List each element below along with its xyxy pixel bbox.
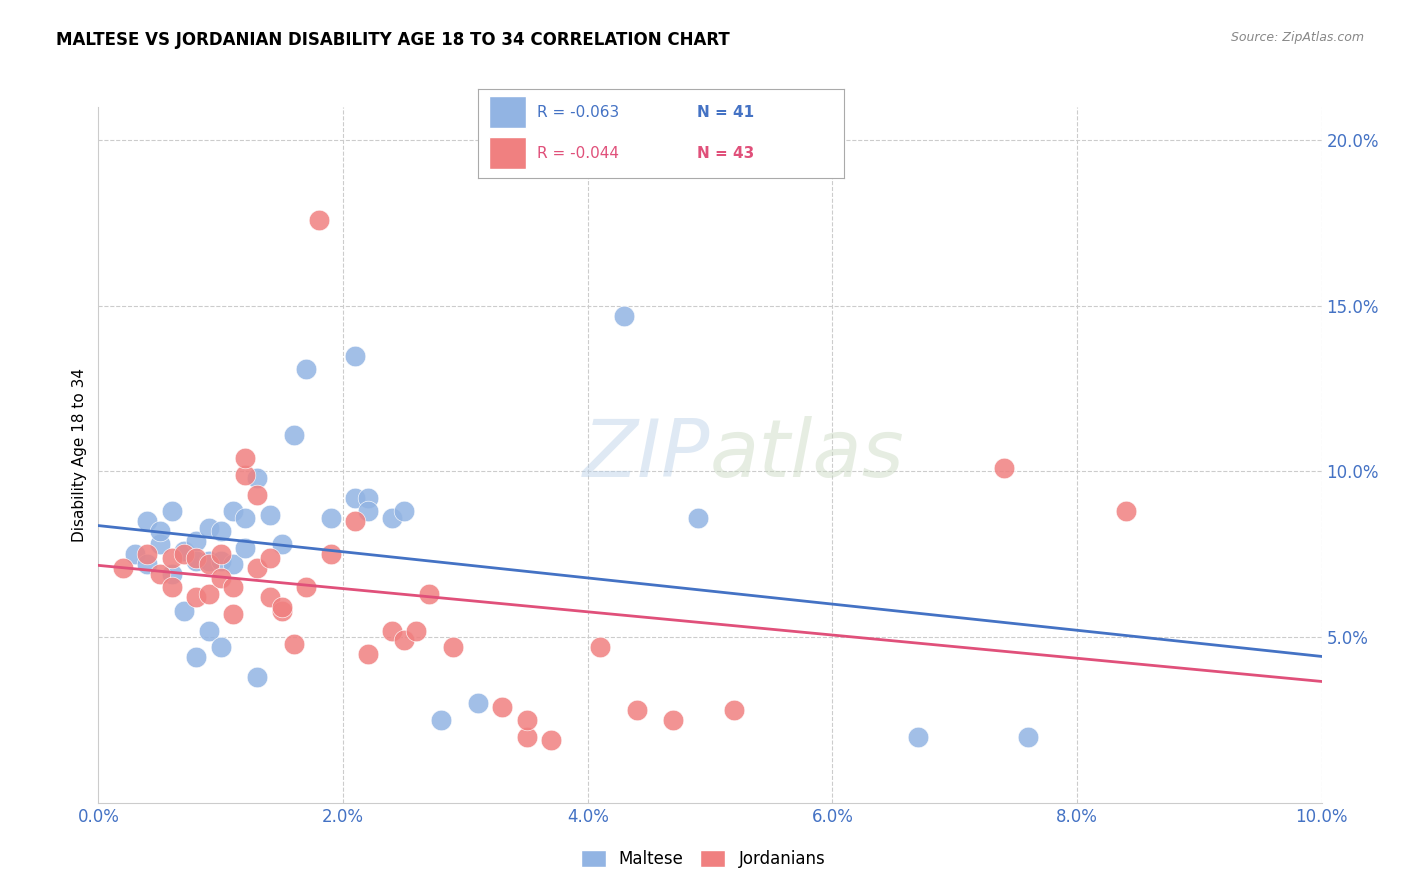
Point [467, 697, 489, 711]
Point [160, 581, 183, 595]
Point [344, 349, 367, 363]
Point [392, 633, 416, 648]
Point [136, 547, 159, 561]
Point [209, 570, 232, 584]
Point [209, 554, 232, 568]
Point [356, 491, 378, 505]
Point [259, 550, 281, 565]
Point [283, 637, 305, 651]
Y-axis label: Disability Age 18 to 34: Disability Age 18 to 34 [72, 368, 87, 542]
Point [209, 547, 232, 561]
Point [295, 581, 318, 595]
Point [124, 547, 146, 561]
Point [222, 607, 245, 621]
Point [589, 640, 612, 654]
Point [430, 713, 453, 727]
Point [491, 699, 513, 714]
Point [613, 309, 636, 323]
Point [259, 508, 281, 522]
Point [270, 537, 292, 551]
Text: N = 43: N = 43 [697, 146, 755, 161]
Point [197, 624, 219, 638]
Point [723, 703, 745, 717]
Point [197, 521, 219, 535]
Point [246, 670, 269, 684]
Point [197, 554, 219, 568]
Point [136, 558, 159, 572]
Point [381, 511, 404, 525]
Point [319, 547, 342, 561]
Point [173, 604, 195, 618]
Point [246, 471, 269, 485]
Point [344, 491, 367, 505]
Point [993, 461, 1015, 475]
Point [186, 550, 208, 565]
Point [149, 567, 172, 582]
Point [222, 558, 245, 572]
Point [283, 428, 305, 442]
Point [233, 541, 256, 555]
FancyBboxPatch shape [489, 96, 526, 128]
Point [907, 730, 929, 744]
Point [686, 511, 709, 525]
Point [1017, 730, 1039, 744]
Text: Source: ZipAtlas.com: Source: ZipAtlas.com [1230, 31, 1364, 45]
Point [186, 534, 208, 549]
FancyBboxPatch shape [489, 137, 526, 169]
Point [516, 713, 538, 727]
Point [186, 554, 208, 568]
Point [222, 504, 245, 518]
Point [381, 624, 404, 638]
Point [356, 647, 378, 661]
Point [308, 212, 330, 227]
Text: MALTESE VS JORDANIAN DISABILITY AGE 18 TO 34 CORRELATION CHART: MALTESE VS JORDANIAN DISABILITY AGE 18 T… [56, 31, 730, 49]
Point [392, 504, 416, 518]
Point [233, 467, 256, 482]
Text: ZIP: ZIP [582, 416, 710, 494]
Point [246, 488, 269, 502]
Point [186, 591, 208, 605]
Point [111, 560, 134, 574]
Text: R = -0.063: R = -0.063 [537, 105, 619, 120]
Point [516, 730, 538, 744]
Text: N = 41: N = 41 [697, 105, 755, 120]
Point [160, 550, 183, 565]
Point [441, 640, 464, 654]
Point [173, 544, 195, 558]
Point [356, 504, 378, 518]
Point [222, 581, 245, 595]
Point [1115, 504, 1137, 518]
Point [319, 511, 342, 525]
Point [149, 537, 172, 551]
Point [344, 514, 367, 528]
Point [149, 524, 172, 538]
Text: R = -0.044: R = -0.044 [537, 146, 619, 161]
Point [173, 547, 195, 561]
Point [270, 600, 292, 615]
Point [540, 732, 562, 747]
Point [405, 624, 427, 638]
Point [259, 591, 281, 605]
Point [197, 558, 219, 572]
Point [136, 514, 159, 528]
Point [160, 504, 183, 518]
Point [233, 451, 256, 466]
Point [233, 511, 256, 525]
Point [197, 587, 219, 601]
Text: atlas: atlas [710, 416, 905, 494]
Point [662, 713, 685, 727]
Point [160, 567, 183, 582]
Point [295, 361, 318, 376]
Point [186, 650, 208, 665]
Point [270, 604, 292, 618]
Point [418, 587, 440, 601]
Point [626, 703, 648, 717]
Point [209, 640, 232, 654]
Legend: Maltese, Jordanians: Maltese, Jordanians [574, 843, 832, 875]
Point [246, 560, 269, 574]
Point [209, 524, 232, 538]
